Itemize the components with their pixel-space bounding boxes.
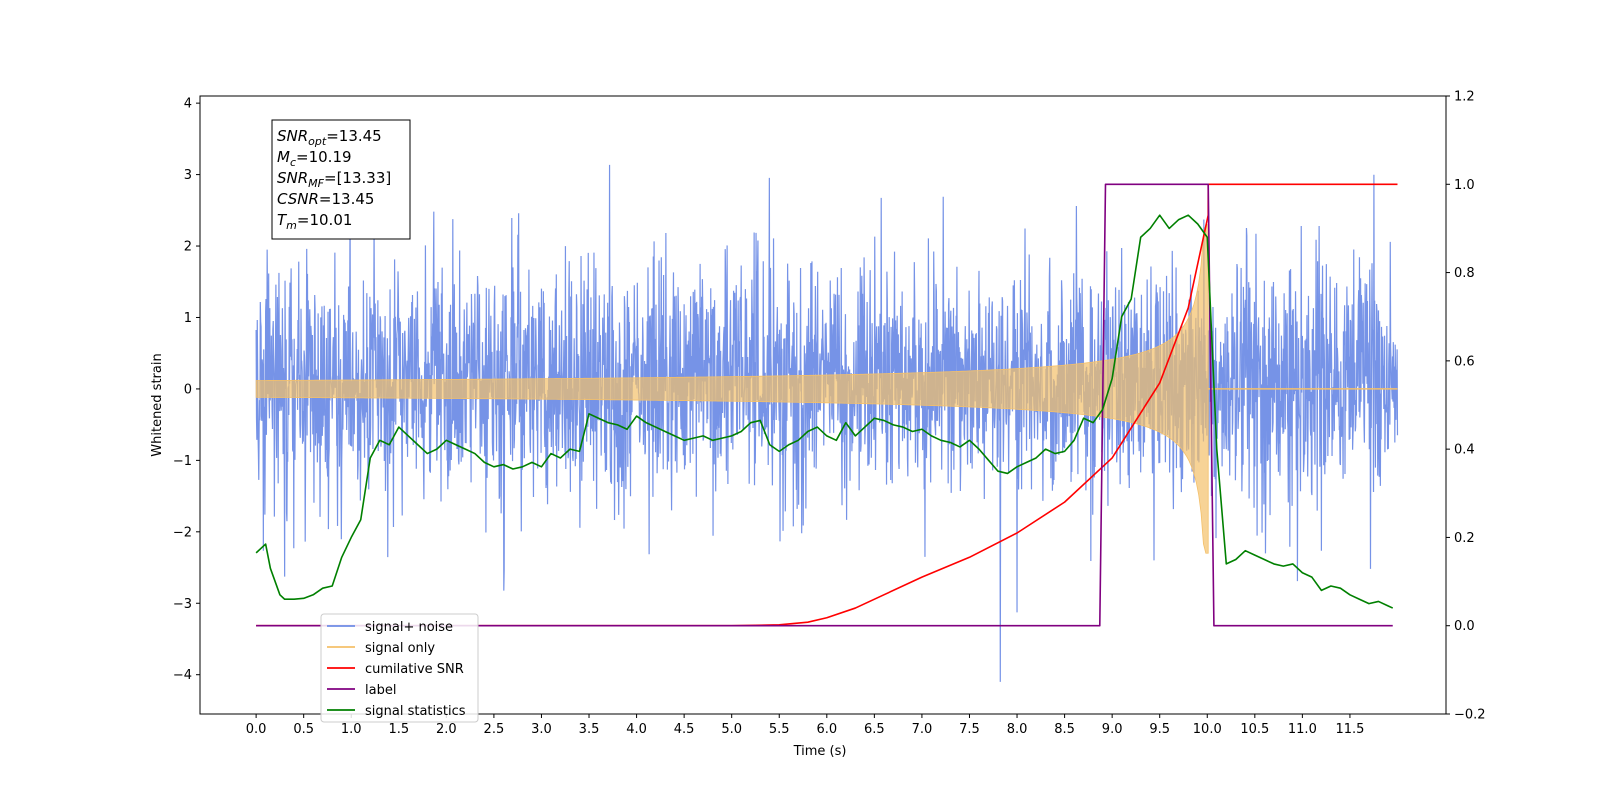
y-right-tick-label: −0.2 <box>1454 708 1486 723</box>
x-tick-label: 0.5 <box>293 722 314 737</box>
x-tick-label: 4.0 <box>626 722 647 737</box>
annotation-line: Mc=10.19 <box>277 148 352 169</box>
x-tick-label: 3.5 <box>579 722 600 737</box>
x-tick-label: 11.5 <box>1335 722 1364 737</box>
annotation-line: SNRopt=13.45 <box>277 127 382 148</box>
x-tick-label: 3.0 <box>531 722 552 737</box>
x-tick-label: 0.0 <box>246 722 267 737</box>
x-tick-label: 6.0 <box>816 722 837 737</box>
y-left-tick-label: −4 <box>173 668 192 683</box>
legend-entry-label: signal only <box>365 641 435 656</box>
y-left-tick-label: 2 <box>184 240 192 255</box>
x-tick-label: 2.5 <box>484 722 505 737</box>
right-axis-series <box>255 183 1398 627</box>
x-tick-label: 5.5 <box>769 722 790 737</box>
y-right-tick-label: 1.2 <box>1454 90 1475 105</box>
y-left-tick-label: 1 <box>184 311 192 326</box>
x-tick-label: 7.5 <box>959 722 980 737</box>
signal-only-series <box>255 224 1398 554</box>
y-left-tick-label: 0 <box>184 382 192 397</box>
legend: signal+ noise signal only cumilative SNR la… <box>320 613 479 723</box>
y-left-tick-label: −1 <box>173 454 192 469</box>
y-right-tick-label: 1.0 <box>1454 178 1475 193</box>
x-tick-label: 4.5 <box>674 722 695 737</box>
y-right-tick-label: 0.0 <box>1454 619 1475 634</box>
y-axis-left: −4 −3 −2 −1 0 1 2 3 4 <box>173 97 200 683</box>
y-left-tick-label: −3 <box>173 597 192 612</box>
x-tick-label: 7.0 <box>912 722 933 737</box>
signal-noise-series <box>255 164 1399 682</box>
x-tick-label: 10.5 <box>1240 722 1269 737</box>
x-axis-label: Time (s) <box>793 744 847 759</box>
x-tick-label: 9.5 <box>1149 722 1170 737</box>
legend-frame <box>320 613 479 723</box>
legend-entry-label: label <box>365 683 396 698</box>
annotation-line: SNRMF=[13.33] <box>277 169 391 190</box>
y-axis-label: Whitened strain <box>150 353 165 456</box>
signal-noise-line <box>255 164 1399 682</box>
y-right-tick-label: 0.6 <box>1454 354 1475 369</box>
annotation-line: CSNR=13.45 <box>277 190 374 208</box>
label-line <box>256 183 1393 627</box>
legend-entry-label: cumilative SNR <box>365 662 464 677</box>
y-right-tick-label: 0.2 <box>1454 531 1475 546</box>
annotation-line: Tm=10.01 <box>277 211 352 232</box>
x-tick-label: 5.0 <box>721 722 742 737</box>
y-left-tick-label: 4 <box>184 97 192 112</box>
x-axis: 0.0 0.5 1.0 1.5 2.0 2.5 3.0 3.5 4.0 4.5 5.0 5.5 6.0 6… <box>246 714 1364 737</box>
y-right-tick-label: 0.8 <box>1454 266 1475 281</box>
x-tick-label: 8.0 <box>1007 722 1028 737</box>
legend-entry-label: signal statistics <box>365 704 466 719</box>
signal-statistics-line <box>255 214 1394 609</box>
x-tick-label: 1.5 <box>388 722 409 737</box>
x-tick-label: 2.0 <box>436 722 457 737</box>
x-tick-label: 8.5 <box>1054 722 1075 737</box>
x-tick-label: 11.0 <box>1288 722 1317 737</box>
x-tick-label: 6.5 <box>864 722 885 737</box>
x-tick-label: 9.0 <box>1102 722 1123 737</box>
y-axis-right: −0.2 0.0 0.2 0.4 0.6 0.8 1.0 1.2 <box>1446 90 1486 723</box>
plot-frame <box>199 95 1447 715</box>
signal-only-envelope <box>255 224 1209 554</box>
annotation-frame <box>271 119 411 240</box>
parameter-annotation-box: SNRopt=13.45Mc=10.19SNRMF=[13.33]CSNR=13… <box>271 119 411 240</box>
plot-area <box>255 164 1399 682</box>
cumilative-snr-line <box>256 183 1398 627</box>
x-tick-label: 10.0 <box>1193 722 1222 737</box>
y-right-tick-label: 0.4 <box>1454 443 1475 458</box>
x-tick-label: 1.0 <box>341 722 362 737</box>
y-left-tick-label: −2 <box>173 525 192 540</box>
y-left-tick-label: 3 <box>184 168 192 183</box>
legend-entry-label: signal+ noise <box>365 620 453 635</box>
